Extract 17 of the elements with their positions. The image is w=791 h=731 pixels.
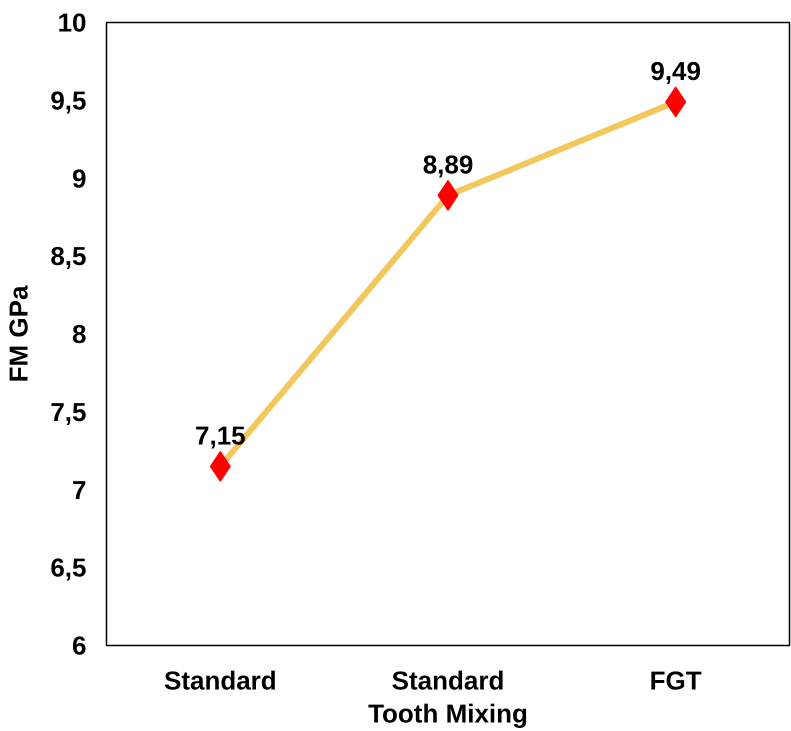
x-axis-title: Tooth Mixing (368, 698, 528, 728)
y-tick-label: 7 (72, 474, 87, 505)
y-tick-label: 10 (58, 8, 86, 38)
y-tick-label: 6 (72, 630, 87, 660)
x-tick-label: Standard (392, 666, 504, 696)
y-tick-label: 9 (72, 163, 87, 194)
y-tick-label: 6,5 (50, 552, 87, 583)
y-tick-label: 8,5 (50, 241, 87, 272)
y-axis-title: FM GPa (3, 285, 34, 382)
x-tick-label: FGT (650, 666, 702, 696)
data-label: 7,15 (195, 420, 246, 450)
y-tick-label: 9,5 (50, 85, 87, 116)
data-label: 9,49 (650, 56, 701, 86)
x-tick-label: Standard (164, 666, 277, 696)
y-tick-label: 8 (72, 319, 87, 349)
data-label: 8,89 (422, 149, 474, 180)
y-tick-label: 7,5 (50, 396, 87, 427)
